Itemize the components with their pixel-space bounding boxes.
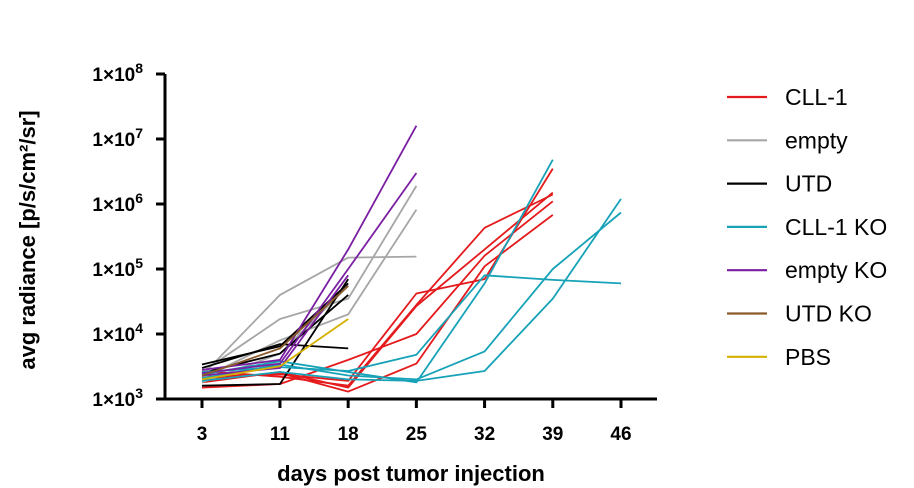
- legend-label-empty-ko: empty KO: [785, 257, 887, 283]
- legend-label-pbs: PBS: [785, 344, 831, 370]
- x-axis-title: days post tumor injection: [277, 461, 545, 486]
- series-line-empty-1: [201, 255, 417, 377]
- series-line-cll-1-5: [201, 191, 554, 389]
- legend: CLL-1 empty UTD CLL-1 KO empty KO UTD KO PBS: [727, 84, 887, 370]
- series-line-cll-1-2: [201, 193, 554, 387]
- legend-label-utd: UTD: [785, 171, 832, 197]
- y-axis-title: avg radiance [p/s/cm²/sr]: [15, 110, 40, 369]
- y-tick-label: 1×103: [92, 385, 143, 411]
- series-line-empty-3: [201, 209, 418, 379]
- series-line-cll-1-ko-4: [201, 198, 622, 382]
- legend-label-empty: empty: [785, 127, 848, 153]
- x-tick-label: 3: [197, 424, 208, 445]
- legend-label-utd-ko: UTD KO: [785, 301, 872, 327]
- x-tick-label: 39: [542, 424, 563, 445]
- series-line-empty-2: [201, 185, 418, 373]
- y-ticks: 1×103 1×104 1×105 1×106 1×107 1×108: [92, 60, 165, 411]
- legend-label-cll-1: CLL-1: [785, 84, 848, 110]
- y-tick-label: 1×104: [92, 320, 143, 346]
- x-tick-label: 32: [474, 424, 495, 445]
- x-tick-label: 46: [610, 424, 631, 445]
- x-tick-label: 11: [270, 424, 291, 445]
- legend-label-cll-1-ko: CLL-1 KO: [785, 214, 887, 240]
- x-tick-label: 25: [406, 424, 428, 445]
- x-tick-label: 18: [338, 424, 359, 445]
- axes: 1×103 1×104 1×105 1×106 1×107 1×108 3 11 18 25 32…: [92, 60, 657, 445]
- series-line-pbs-1: [201, 318, 349, 381]
- series-line-utd-2: [201, 343, 349, 369]
- series-line-utd-1: [201, 282, 349, 366]
- series-line-empty-ko-1: [201, 125, 418, 371]
- y-tick-label: 1×106: [92, 190, 143, 216]
- y-tick-label: 1×107: [92, 125, 143, 151]
- y-tick-label: 1×105: [92, 255, 143, 281]
- plot-lines: [201, 125, 622, 393]
- series-line-utd-ko-1: [201, 285, 349, 377]
- y-tick-label: 1×108: [92, 60, 143, 86]
- x-ticks: 3 11 18 25 32 39 46: [197, 399, 632, 445]
